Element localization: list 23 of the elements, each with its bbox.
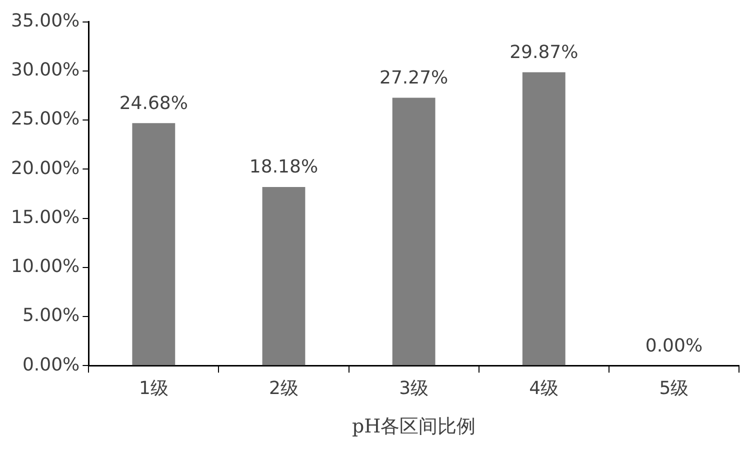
x-tick-label: 4级 <box>529 378 559 400</box>
data-label: 18.18% <box>249 156 318 178</box>
y-tick-label: 10.00% <box>10 256 80 278</box>
data-label: 27.27% <box>379 67 448 88</box>
y-tick-label: 20.00% <box>10 158 80 179</box>
y-tick-label: 0.00% <box>22 354 80 376</box>
y-tick-label: 15.00% <box>10 206 80 228</box>
bar <box>132 123 176 366</box>
data-label: 29.87% <box>510 42 578 63</box>
bar <box>522 72 566 366</box>
y-tick-label: 35.00% <box>10 10 80 32</box>
x-tick-label: 5级 <box>659 378 689 400</box>
y-tick-label: 25.00% <box>10 108 80 130</box>
x-axis-title: pH各区间比例 <box>352 416 476 438</box>
x-tick-label: 2级 <box>269 378 298 400</box>
data-label: 0.00% <box>645 335 703 356</box>
bar <box>262 187 306 366</box>
data-label: 24.68% <box>119 92 188 114</box>
bar <box>392 98 436 366</box>
y-tick-label: 5.00% <box>22 305 80 326</box>
y-tick-label: 30.00% <box>10 60 80 81</box>
x-tick-label: 1级 <box>138 378 168 400</box>
x-tick-label: 3级 <box>399 378 429 400</box>
